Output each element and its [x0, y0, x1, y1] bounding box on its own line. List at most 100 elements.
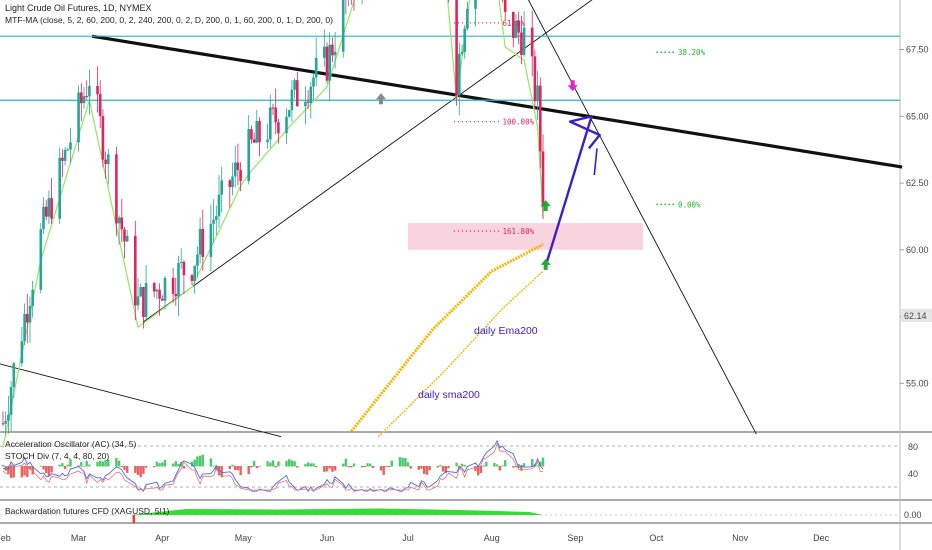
oscillator-bar	[539, 461, 542, 467]
oscillator-bar	[382, 466, 385, 475]
stoch-title: STOCH Div (7, 4, 4, 80, 20)	[5, 451, 110, 461]
oscillator-title: Acceleration Oscillator (AC) (34, 5)	[5, 439, 137, 449]
candle-body	[512, 11, 515, 38]
x-tick-label: Sep	[567, 533, 583, 543]
candle-body	[287, 110, 291, 117]
oscillator-bar	[514, 466, 518, 468]
oscillator-bar	[360, 466, 364, 468]
oscillator-bar	[20, 466, 24, 478]
oscillator-bar	[371, 466, 375, 468]
candle-body	[142, 287, 145, 318]
candle-body	[61, 157, 64, 161]
candle-body	[255, 121, 259, 143]
candle-body	[201, 228, 205, 257]
oscillator-bar	[347, 466, 350, 468]
oscillator-bar	[139, 466, 142, 478]
candle-body	[323, 46, 326, 58]
oscillator-bar	[9, 466, 13, 478]
candle-body	[7, 414, 10, 421]
candle-body	[306, 101, 310, 104]
candle-body	[177, 262, 180, 297]
oscillator-bar	[85, 460, 88, 467]
oscillator-bar	[180, 462, 183, 467]
oscillator-bar	[463, 464, 466, 467]
oscillator-bar	[498, 466, 501, 471]
candle-body	[161, 298, 164, 301]
oscillator-bar	[158, 463, 161, 467]
candle-body	[533, 56, 537, 102]
oscillator-bar	[12, 466, 15, 478]
candle-body	[85, 96, 88, 98]
candle-body	[252, 139, 256, 143]
trendline-rising	[143, 0, 593, 323]
oscillator-bar	[536, 465, 539, 467]
candle-body	[190, 275, 194, 281]
candle-body	[115, 154, 118, 224]
oscillator-bar	[296, 466, 299, 468]
oscillator-bar	[387, 466, 391, 468]
oscillator-bar	[331, 466, 334, 472]
oscillator-bar	[439, 465, 442, 467]
oscillator-bar	[531, 459, 534, 467]
oscillator-bar	[325, 466, 329, 472]
candle-body	[107, 154, 110, 165]
candle-body	[50, 198, 53, 219]
oscillator-bar	[26, 466, 29, 478]
oscillator-bar	[352, 463, 356, 467]
oscillator-bar	[163, 459, 167, 467]
last-price-label: 62.14	[904, 311, 927, 321]
x-tick-label: Aug	[484, 533, 500, 543]
candle-body	[120, 217, 124, 230]
oscillator-bar	[522, 463, 526, 467]
chart-title: Light Crude Oil Futures, 1D, NYMEX	[5, 3, 152, 13]
last-price-tag	[901, 309, 932, 322]
oscillator-bar	[31, 466, 34, 475]
oscillator-bar	[236, 466, 240, 471]
oscillator-bar	[247, 466, 250, 475]
candle-body	[12, 363, 16, 388]
candle-body	[474, 0, 477, 9]
sma-annotation: daily sma200	[418, 389, 480, 401]
oscillator-bar	[28, 466, 32, 470]
oscillator-bar	[474, 466, 477, 471]
candle-body	[271, 107, 275, 109]
oscillator-bar	[104, 459, 107, 467]
main-pane[interactable]	[0, 0, 900, 432]
oscillator-bar	[66, 464, 69, 467]
oscillator-bar	[228, 466, 231, 470]
candle-body	[466, 8, 469, 29]
candle-body	[285, 116, 288, 134]
oscillator-bar	[401, 457, 404, 467]
pink-zone	[408, 223, 643, 250]
backwardation-title: Backwardation futures CFD (XAGUSD, 5!1)	[5, 506, 170, 516]
candle-body	[514, 20, 518, 38]
oscillator-bar	[417, 466, 420, 470]
candle-body	[182, 261, 186, 276]
oscillator-bar	[366, 463, 369, 467]
candle-body	[220, 180, 223, 195]
oscillator-bar	[171, 463, 175, 467]
candle-body	[63, 149, 67, 161]
oscillator-bar	[174, 461, 177, 467]
candle-body	[47, 198, 51, 217]
candle-body	[530, 27, 534, 57]
oscillator-bar	[142, 466, 145, 474]
oscillator-bar	[182, 466, 186, 469]
oscillator-bar	[80, 461, 83, 467]
candle-body	[503, 0, 507, 12]
fib-label-down: 100.00%	[503, 118, 535, 127]
candle-body	[269, 107, 272, 140]
candle-body	[96, 86, 99, 95]
oscillator-bar	[4, 466, 7, 471]
candle-body	[231, 176, 234, 188]
oscillator-bar	[323, 466, 326, 472]
oscillator-bar	[460, 463, 464, 467]
candle-body	[458, 53, 461, 96]
projection-tail	[593, 148, 598, 176]
oscillator-bar	[101, 461, 105, 467]
oscillator-bar	[477, 466, 480, 476]
x-tick-label: Oct	[649, 533, 664, 543]
candle-body	[136, 296, 140, 306]
oscillator-tick-label: 40	[908, 469, 918, 479]
